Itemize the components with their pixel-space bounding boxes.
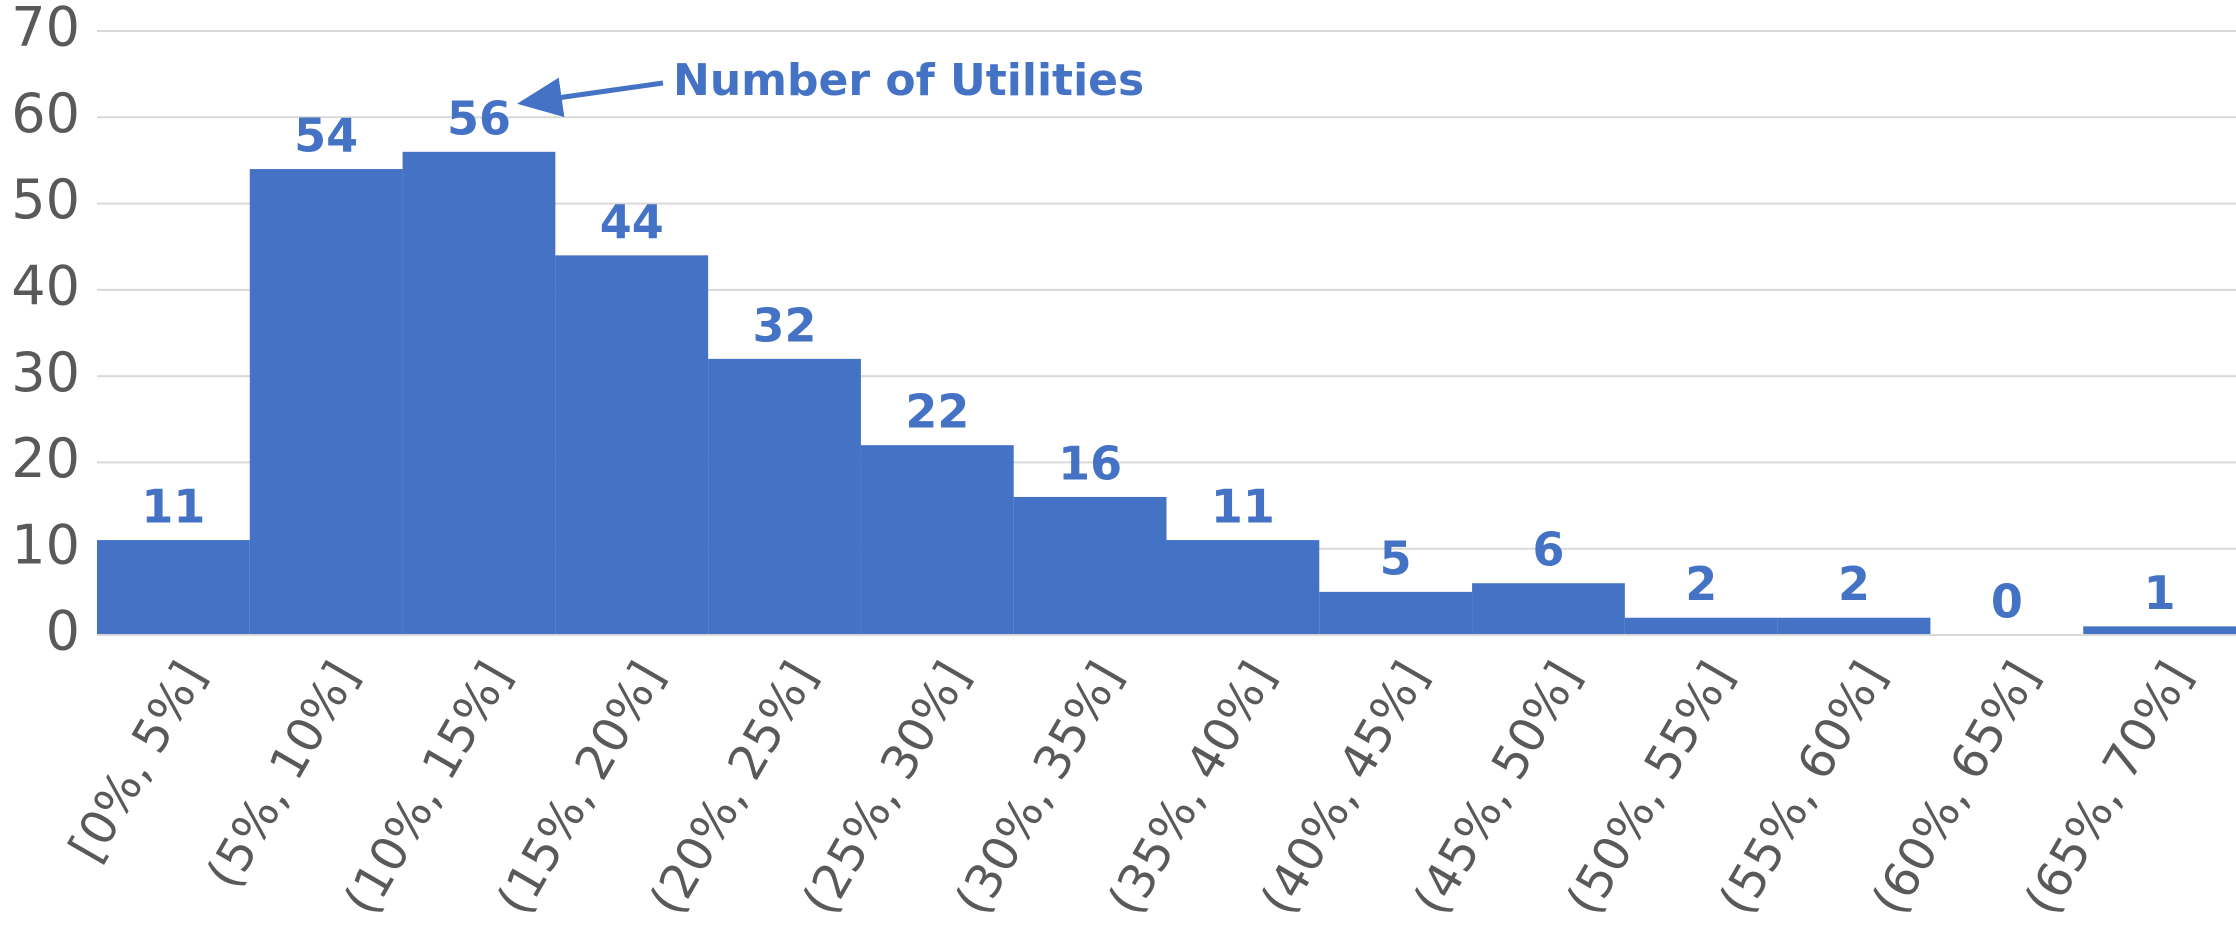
annotation-arrow (517, 77, 664, 118)
bar (2083, 626, 2236, 635)
y-tick-label: 20 (11, 427, 80, 490)
annotation: Number of Utilities (673, 55, 1144, 106)
bar (860, 445, 1014, 635)
data-label: 11 (1211, 480, 1275, 534)
data-label: 0 (1991, 575, 2023, 629)
data-label: 2 (1685, 557, 1717, 611)
data-label: 11 (141, 480, 205, 534)
data-label: 6 (1532, 523, 1564, 577)
y-tick-label: 70 (11, 0, 80, 59)
y-tick-label: 50 (11, 168, 80, 231)
data-label: 16 (1058, 436, 1122, 490)
data-label: 54 (294, 109, 358, 163)
y-tick-label: 30 (11, 341, 80, 404)
y-tick-label: 10 (11, 513, 80, 576)
bar (1013, 496, 1167, 635)
data-label: 22 (905, 385, 969, 439)
y-tick-label: 60 (11, 82, 80, 145)
bar (1777, 617, 1931, 635)
bar (1166, 540, 1320, 635)
x-tick-label: (5%, 10%] (196, 653, 370, 898)
data-label: 56 (447, 91, 511, 145)
bar (1472, 583, 1625, 635)
data-label: 2 (1838, 557, 1870, 611)
bar (708, 358, 861, 635)
data-label: 32 (753, 298, 817, 352)
y-tick-label: 0 (46, 600, 80, 663)
data-label: 44 (600, 195, 664, 249)
bar (555, 255, 709, 636)
x-tick-label: [0%, 5%] (58, 653, 217, 872)
data-label: 5 (1380, 531, 1412, 585)
bar (1624, 617, 1778, 635)
bar (402, 151, 556, 636)
bar (1319, 591, 1473, 635)
y-tick-label: 40 (11, 254, 80, 317)
bar (249, 169, 403, 636)
bar (97, 540, 250, 635)
data-label: 1 (2144, 566, 2176, 620)
